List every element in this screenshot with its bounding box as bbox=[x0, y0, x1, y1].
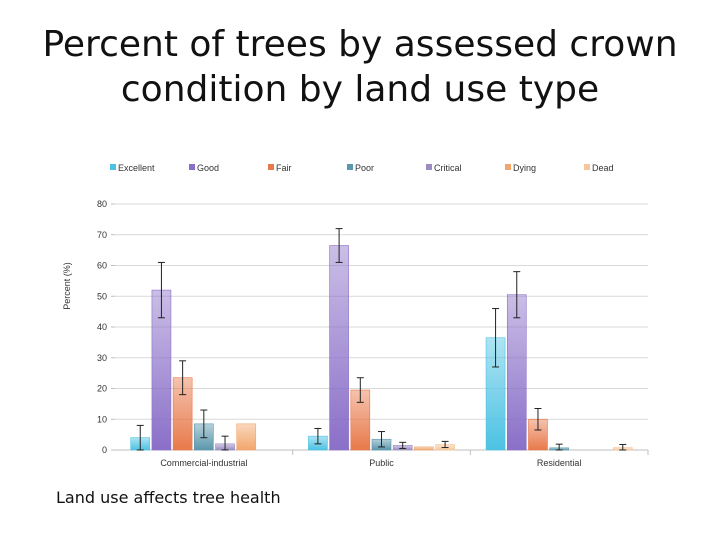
error-bar-public-dead bbox=[441, 440, 449, 449]
y-tick-label-10: 10 bbox=[97, 414, 107, 424]
error-bar-commercial-industrial-excellent bbox=[136, 424, 144, 451]
legend-item-good: Good bbox=[189, 163, 219, 173]
y-tick-label-70: 70 bbox=[97, 230, 107, 240]
slide-title-line-2: condition by land use type bbox=[120, 69, 600, 110]
legend-label-dead: Dead bbox=[592, 163, 614, 173]
error-bar-residential-good bbox=[513, 271, 521, 319]
bar-public-good bbox=[329, 245, 349, 451]
bar-public-dying bbox=[414, 446, 434, 451]
slide-title-line-1: Percent of trees by assessed crown bbox=[42, 24, 678, 65]
error-bar-commercial-industrial-good bbox=[157, 261, 165, 319]
chart-legend: Excellent Good Fair Poor Critical Dying Dead bbox=[110, 163, 614, 173]
x-axis-ticks: Commercial-industrial Public Residential bbox=[160, 458, 581, 468]
legend-swatch-dying bbox=[505, 164, 511, 170]
legend-swatch-fair bbox=[268, 164, 274, 170]
legend-swatch-good bbox=[189, 164, 195, 170]
legend-swatch-critical bbox=[426, 164, 432, 170]
bar-chart: Excellent Good Fair Poor Critical Dying Dead 0… bbox=[62, 163, 649, 468]
x-tick-label-commercial-industrial: Commercial-industrial bbox=[160, 458, 247, 468]
legend-item-poor: Poor bbox=[347, 163, 374, 173]
x-tick-label-public: Public bbox=[369, 458, 394, 468]
error-bar-commercial-industrial-critical bbox=[221, 435, 229, 451]
y-tick-label-50: 50 bbox=[97, 291, 107, 301]
error-bar-public-poor bbox=[378, 431, 385, 448]
error-bar-public-fair bbox=[356, 377, 364, 403]
legend-label-excellent: Excellent bbox=[118, 163, 155, 173]
error-bar-public-excellent bbox=[314, 427, 322, 445]
y-tick-label-20: 20 bbox=[97, 384, 107, 394]
chart-bars bbox=[130, 228, 633, 451]
legend-swatch-dead bbox=[584, 164, 590, 170]
y-tick-label-80: 80 bbox=[97, 199, 107, 209]
legend-item-dead: Dead bbox=[584, 163, 614, 173]
error-bar-commercial-industrial-fair bbox=[179, 360, 187, 396]
y-tick-label-60: 60 bbox=[97, 261, 107, 271]
legend-label-fair: Fair bbox=[276, 163, 292, 173]
x-tick-label-residential: Residential bbox=[537, 458, 582, 468]
error-bar-public-critical bbox=[399, 441, 407, 449]
legend-item-fair: Fair bbox=[268, 163, 292, 173]
error-bar-commercial-industrial-poor bbox=[200, 409, 208, 439]
error-bar-residential-fair bbox=[534, 407, 542, 431]
legend-swatch-poor bbox=[347, 164, 353, 170]
y-tick-label-40: 40 bbox=[97, 322, 107, 332]
error-bar-public-good bbox=[335, 228, 343, 263]
error-bar-residential-dead bbox=[619, 443, 627, 451]
slide-caption: Land use affects tree health bbox=[56, 488, 281, 507]
bar-commercial-industrial-dying bbox=[236, 423, 257, 451]
error-bar-residential-poor bbox=[555, 443, 563, 451]
error-bar-residential-excellent bbox=[492, 308, 500, 368]
legend-item-critical: Critical bbox=[426, 163, 462, 173]
legend-item-dying: Dying bbox=[505, 163, 536, 173]
legend-item-excellent: Excellent bbox=[110, 163, 155, 173]
legend-label-dying: Dying bbox=[513, 163, 536, 173]
y-tick-label-0: 0 bbox=[102, 445, 107, 455]
y-tick-label-30: 30 bbox=[97, 353, 107, 363]
y-axis-ticks: 0 10 20 30 40 50 60 70 80 bbox=[97, 199, 107, 455]
legend-swatch-excellent bbox=[110, 164, 116, 170]
legend-label-good: Good bbox=[197, 163, 219, 173]
legend-label-poor: Poor bbox=[355, 163, 374, 173]
slide-title: Percent of trees by assessed crown condi… bbox=[40, 22, 680, 112]
legend-label-critical: Critical bbox=[434, 163, 462, 173]
y-axis-label: Percent (%) bbox=[62, 262, 72, 310]
